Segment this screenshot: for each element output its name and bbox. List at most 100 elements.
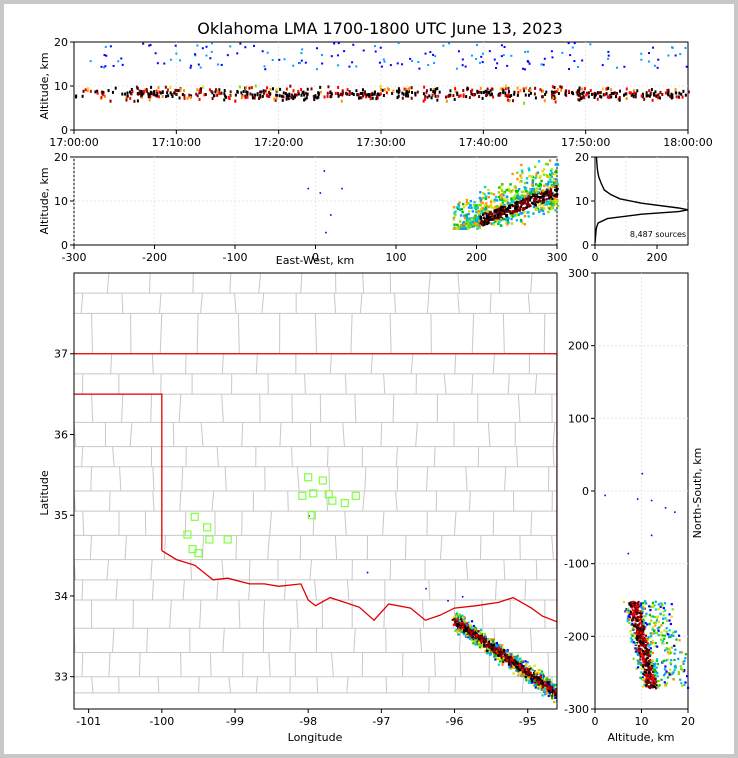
- lightning-source: [540, 677, 544, 680]
- lightning-source: [653, 669, 656, 672]
- lightning-source: [635, 609, 638, 613]
- lightning-source: [558, 691, 560, 693]
- lightning-source: [479, 204, 482, 207]
- lightning-source: [548, 678, 551, 681]
- lightning-source: [640, 671, 643, 674]
- lightning-source: [552, 200, 555, 203]
- lightning-source: [351, 91, 354, 95]
- lightning-source: [304, 91, 307, 95]
- lightning-source: [646, 662, 649, 665]
- lightning-source: [636, 652, 639, 655]
- lightning-source: [476, 91, 479, 95]
- lightning-source: [528, 192, 531, 195]
- lightning-source: [542, 204, 545, 207]
- lightning-source: [639, 644, 643, 647]
- lightning-source: [628, 611, 631, 614]
- x-tick-label: 17:00:00: [49, 136, 98, 149]
- lightning-source: [651, 659, 654, 662]
- lightning-source: [652, 46, 655, 49]
- lightning-source: [541, 194, 545, 198]
- lightning-source: [171, 94, 174, 98]
- lightning-source: [646, 642, 649, 645]
- lightning-source: [642, 659, 645, 662]
- county-line: [81, 446, 84, 467]
- lightning-source: [518, 658, 521, 661]
- lightning-source: [523, 186, 526, 189]
- lightning-source: [462, 632, 465, 636]
- lightning-source: [634, 647, 637, 650]
- lightning-source: [531, 668, 534, 672]
- lightning-source: [489, 203, 493, 207]
- lightning-source: [515, 657, 518, 660]
- lightning-source: [234, 99, 237, 103]
- lightning-source: [569, 54, 572, 57]
- lightning-source: [490, 638, 493, 641]
- county-line: [453, 599, 456, 629]
- lightning-source: [509, 652, 512, 656]
- lightning-source: [527, 167, 531, 170]
- lightning-source: [540, 192, 543, 196]
- lightning-source: [455, 614, 458, 617]
- lightning-source: [634, 93, 637, 97]
- lightning-source: [388, 87, 391, 91]
- lightning-source: [642, 605, 645, 608]
- lightning-source: [644, 626, 647, 629]
- lightning-source: [509, 183, 512, 186]
- lightning-source: [469, 630, 472, 633]
- lightning-source: [507, 93, 510, 97]
- lightning-source: [633, 91, 636, 95]
- lightning-source: [107, 89, 110, 93]
- lightning-source: [524, 93, 527, 97]
- lightning-source: [573, 42, 576, 45]
- lightning-source: [548, 159, 552, 162]
- lightning-source: [555, 193, 559, 196]
- lightning-source: [468, 632, 471, 635]
- lightning-source: [455, 622, 459, 625]
- lightning-source: [523, 673, 526, 676]
- lightning-source: [453, 227, 456, 230]
- lightning-source: [519, 662, 522, 665]
- lightning-source: [169, 86, 172, 90]
- lightning-source: [169, 91, 172, 95]
- lightning-source: [633, 605, 636, 609]
- lightning-source: [649, 668, 653, 671]
- lightning-source: [540, 63, 543, 66]
- lightning-source: [637, 639, 640, 642]
- lightning-source: [468, 628, 471, 631]
- lightning-source: [548, 207, 552, 211]
- lightning-source: [337, 42, 340, 45]
- county-line: [152, 490, 155, 512]
- lightning-source: [560, 88, 563, 92]
- lightning-source: [661, 621, 665, 625]
- lightning-source: [244, 96, 247, 100]
- lightning-source: [533, 664, 536, 667]
- lightning-source: [457, 227, 461, 230]
- lightning-source: [656, 645, 659, 648]
- lightning-source: [643, 97, 646, 101]
- lightning-source: [557, 91, 560, 95]
- lightning-source: [554, 202, 557, 205]
- lightning-source: [628, 618, 631, 621]
- lightning-source: [549, 180, 553, 184]
- lightning-source: [556, 184, 560, 187]
- lightning-source: [649, 91, 652, 95]
- x-tick-label: -300: [62, 251, 87, 264]
- lightning-source: [329, 95, 332, 99]
- lightning-source: [637, 649, 640, 652]
- lightning-source: [522, 200, 525, 203]
- lightning-source: [188, 93, 191, 97]
- lightning-source: [521, 659, 524, 662]
- lightning-source: [632, 641, 635, 644]
- lightning-source: [427, 64, 430, 67]
- lightning-source: [523, 214, 527, 218]
- lightning-source: [522, 87, 525, 91]
- lightning-source: [155, 94, 158, 98]
- lightning-source: [149, 95, 152, 99]
- lightning-source: [540, 670, 544, 673]
- lightning-source: [537, 208, 540, 211]
- county-line: [344, 511, 347, 536]
- lightning-source: [637, 600, 640, 604]
- lightning-source: [321, 62, 324, 65]
- lightning-source: [470, 54, 473, 57]
- lightning-source: [484, 202, 488, 205]
